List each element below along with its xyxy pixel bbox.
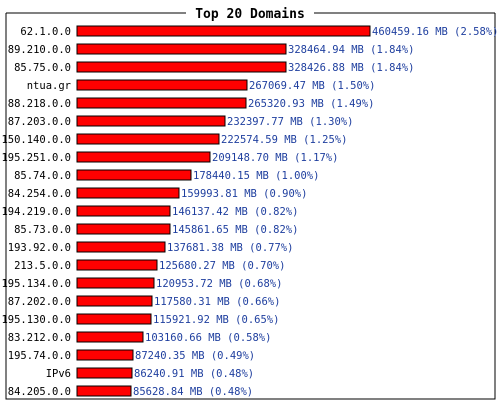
domain-bar bbox=[76, 385, 132, 397]
domain-bar bbox=[76, 367, 133, 379]
bar-value-label: 87240.35 MB (0.49%) bbox=[135, 350, 255, 362]
domain-bar bbox=[76, 115, 226, 127]
domain-label: 193.92.0.0 bbox=[8, 242, 71, 254]
domain-label: 195.130.0.0 bbox=[1, 314, 71, 326]
bar-value-label: 125680.27 MB (0.70%) bbox=[159, 260, 285, 272]
domain-bar bbox=[76, 295, 153, 307]
bar-value-label: 159993.81 MB (0.90%) bbox=[181, 188, 307, 200]
bar-value-label: 209148.70 MB (1.17%) bbox=[212, 152, 338, 164]
bar-value-label: 222574.59 MB (1.25%) bbox=[221, 134, 347, 146]
domain-label: 85.73.0.0 bbox=[14, 224, 71, 236]
bar-value-label: 115921.92 MB (0.65%) bbox=[153, 314, 279, 326]
bar-rows: 62.1.0.0 460459.16 MB (2.58%) 89.210.0.0 32… bbox=[1, 25, 498, 398]
domain-label: 84.254.0.0 bbox=[8, 188, 71, 200]
bar-value-label: 137681.38 MB (0.77%) bbox=[167, 242, 293, 254]
bar-value-label: 146137.42 MB (0.82%) bbox=[172, 206, 298, 218]
domain-bar bbox=[76, 25, 371, 37]
domain-bar bbox=[76, 151, 211, 163]
domain-bar bbox=[76, 79, 248, 91]
domain-bar bbox=[76, 277, 155, 289]
domain-label: IPv6 bbox=[46, 368, 71, 380]
domain-label: ntua.gr bbox=[27, 80, 71, 92]
bar-value-label: 117580.31 MB (0.66%) bbox=[154, 296, 280, 308]
bar-value-label: 103160.66 MB (0.58%) bbox=[145, 332, 271, 344]
domain-bar bbox=[76, 187, 180, 199]
domain-label: 195.251.0.0 bbox=[1, 152, 71, 164]
bar-value-label: 86240.91 MB (0.48%) bbox=[134, 368, 254, 380]
frame-border bbox=[5, 13, 496, 400]
domain-bar bbox=[76, 43, 287, 55]
domain-label: 85.75.0.0 bbox=[14, 62, 71, 74]
domain-bar bbox=[76, 349, 134, 361]
bar-value-label: 267069.47 MB (1.50%) bbox=[249, 80, 375, 92]
domain-bar bbox=[76, 61, 287, 73]
bar-value-label: 328464.94 MB (1.84%) bbox=[288, 44, 414, 56]
domain-label: 88.218.0.0 bbox=[8, 98, 71, 110]
domain-label: 87.203.0.0 bbox=[8, 116, 71, 128]
bar-value-label: 145861.65 MB (0.82%) bbox=[172, 224, 298, 236]
bar-value-label: 120953.72 MB (0.68%) bbox=[156, 278, 282, 290]
bar-value-label: 232397.77 MB (1.30%) bbox=[227, 116, 353, 128]
domain-bar bbox=[76, 331, 144, 343]
domain-label: 195.74.0.0 bbox=[8, 350, 71, 362]
domain-label: 83.212.0.0 bbox=[8, 332, 71, 344]
domain-label: 150.140.0.0 bbox=[1, 134, 71, 146]
domain-bar bbox=[76, 133, 220, 145]
domain-bar bbox=[76, 223, 171, 235]
chart-frame: Top 20 Domains bbox=[5, 7, 496, 400]
domain-label: 213.5.0.0 bbox=[14, 260, 71, 272]
domain-bar bbox=[76, 259, 158, 271]
domain-bar bbox=[76, 241, 166, 253]
domain-label: 195.134.0.0 bbox=[1, 278, 71, 290]
domain-label: 89.210.0.0 bbox=[8, 44, 71, 56]
domain-bar bbox=[76, 205, 171, 217]
domain-label: 194.219.0.0 bbox=[1, 206, 71, 218]
bar-value-label: 265320.93 MB (1.49%) bbox=[248, 98, 374, 110]
chart-title: Top 20 Domains bbox=[195, 7, 305, 22]
domain-label: 87.202.0.0 bbox=[8, 296, 71, 308]
bar-value-label: 328426.88 MB (1.84%) bbox=[288, 62, 414, 74]
domain-label: 62.1.0.0 bbox=[20, 26, 71, 38]
domain-bar bbox=[76, 97, 247, 109]
bar-value-label: 85628.84 MB (0.48%) bbox=[133, 386, 253, 398]
domain-bar bbox=[76, 313, 152, 325]
domain-label: 85.74.0.0 bbox=[14, 170, 71, 182]
domain-label: 84.205.0.0 bbox=[8, 386, 71, 398]
bar-value-label: 460459.16 MB (2.58%) bbox=[372, 26, 498, 38]
domain-bar bbox=[76, 169, 192, 181]
bar-value-label: 178440.15 MB (1.00%) bbox=[193, 170, 319, 182]
